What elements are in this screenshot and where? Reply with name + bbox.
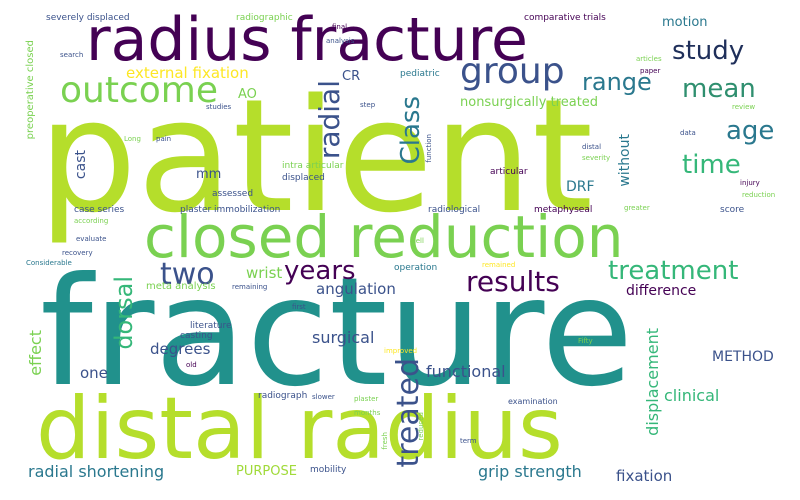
word-fracture: fracture xyxy=(40,246,634,420)
word-pediatric: pediatric xyxy=(400,69,440,79)
word-distal-radius: distal radius xyxy=(36,379,563,479)
word-clinical: clinical xyxy=(664,386,720,405)
word-review: review xyxy=(732,103,756,111)
word-displaced: displaced xyxy=(282,173,325,183)
word-first: first xyxy=(292,303,306,311)
word-distal: distal xyxy=(582,143,602,151)
word-radial-shortening: radial shortening xyxy=(28,462,165,481)
word-radius-fracture: radius fracture xyxy=(86,5,528,75)
word-improved: improved xyxy=(384,347,418,355)
word-operation: operation xyxy=(394,263,438,273)
word-fifty: Fifty xyxy=(578,337,593,345)
word-reduced: reduced xyxy=(417,412,425,441)
word-search: search xyxy=(60,51,84,59)
word-drf: DRF xyxy=(566,179,595,195)
word-function: function xyxy=(425,134,433,163)
word-studies: studies xyxy=(206,103,232,111)
word-mean: mean xyxy=(682,74,756,104)
word-paper: paper xyxy=(640,67,661,75)
word-two: two xyxy=(160,257,215,292)
word-evaluate: evaluate xyxy=(76,235,107,243)
word-group: group xyxy=(460,51,565,92)
word-results: results xyxy=(466,265,560,298)
word-time: time xyxy=(682,150,741,180)
word-step: step xyxy=(360,101,376,109)
word-analysis: analysis xyxy=(326,37,355,45)
word-motion: motion xyxy=(662,15,708,30)
word-outcome: outcome xyxy=(60,70,218,111)
word-displacement: displacement xyxy=(643,328,662,436)
word-preoperative-closed: preoperative closed xyxy=(25,40,36,140)
word-considerable: Considerable xyxy=(26,259,72,267)
word-score: score xyxy=(720,205,745,215)
word-patient: patient xyxy=(38,65,594,247)
word-meta-analysis: meta analysis xyxy=(146,281,216,292)
word-well: well xyxy=(410,237,424,245)
word-slower: slower xyxy=(312,393,335,401)
word-greater: greater xyxy=(624,204,650,212)
word-difference: difference xyxy=(626,283,697,299)
word-mm: mm xyxy=(196,167,222,182)
word-age: age xyxy=(726,116,775,146)
word-class: Class xyxy=(396,96,426,165)
word-data: data xyxy=(680,129,696,137)
word-radiological: radiological xyxy=(428,205,481,215)
word-range: range xyxy=(582,68,652,96)
word-reduction: reduction xyxy=(742,191,776,199)
word-purpose: PURPOSE xyxy=(236,464,297,479)
word-term: term xyxy=(460,437,477,445)
word-assessed: assessed xyxy=(212,189,254,199)
word-literature: literature xyxy=(190,321,232,331)
word-cr: CR xyxy=(342,69,361,84)
word-old: old xyxy=(186,361,197,369)
word-comparative-trials: comparative trials xyxy=(524,13,606,23)
word-study: study xyxy=(672,36,745,66)
word-plaster-immobilization: plaster immobilization xyxy=(180,205,281,215)
word-severity: severity xyxy=(582,154,611,162)
word-without: without xyxy=(617,134,633,187)
word-radiograph: radiograph xyxy=(258,391,308,401)
word-plaster: plaster xyxy=(354,395,379,403)
word-one: one xyxy=(80,364,108,382)
word-functional: functional xyxy=(426,362,506,381)
word-fresh: fresh xyxy=(381,432,389,450)
word-closed-reduction: closed reduction xyxy=(144,203,624,271)
word-treatment: treatment xyxy=(608,256,739,286)
word-recovery: recovery xyxy=(62,249,93,257)
word-ao: AO xyxy=(238,87,257,102)
word-radiographic: radiographic xyxy=(236,13,293,23)
word-degrees: degrees xyxy=(150,340,211,358)
word-remaining: remaining xyxy=(232,283,268,291)
word-years: years xyxy=(284,256,356,286)
word-long: Long xyxy=(124,135,141,143)
word-metaphyseal: metaphyseal xyxy=(534,205,593,215)
word-nonsurgically-treated: nonsurgically treated xyxy=(460,95,599,110)
word-severely-displaced: severely displaced xyxy=(46,13,130,23)
word-effect: effect xyxy=(26,330,45,376)
word-final: final xyxy=(332,23,348,31)
word-external-fixation: external fixation xyxy=(126,64,249,82)
word-surgical: surgical xyxy=(312,328,375,347)
word-dorsal: dorsal xyxy=(110,276,138,350)
word-according: according xyxy=(74,217,109,225)
word-grip-strength: grip strength xyxy=(478,462,582,481)
word-injury: injury xyxy=(740,179,760,187)
word-pain: pain xyxy=(156,135,172,143)
word-cast: cast xyxy=(73,150,89,180)
word-casting: casting xyxy=(180,331,213,341)
word-method: METHOD xyxy=(712,349,774,365)
word-radial: radial xyxy=(313,80,346,160)
word-articular: articular xyxy=(490,167,528,177)
word-case-series: case series xyxy=(74,205,125,215)
word-examination: examination xyxy=(508,397,558,406)
word-remained: remained xyxy=(482,261,516,269)
word-angulation: angulation xyxy=(316,280,396,298)
word-months: months xyxy=(354,409,381,417)
word-intra-articular: intra articular xyxy=(282,161,344,171)
word-articles: articles xyxy=(636,55,662,63)
word-mobility: mobility xyxy=(310,465,347,475)
word-wrist: wrist xyxy=(246,264,283,282)
word-fixation: fixation xyxy=(616,467,673,485)
